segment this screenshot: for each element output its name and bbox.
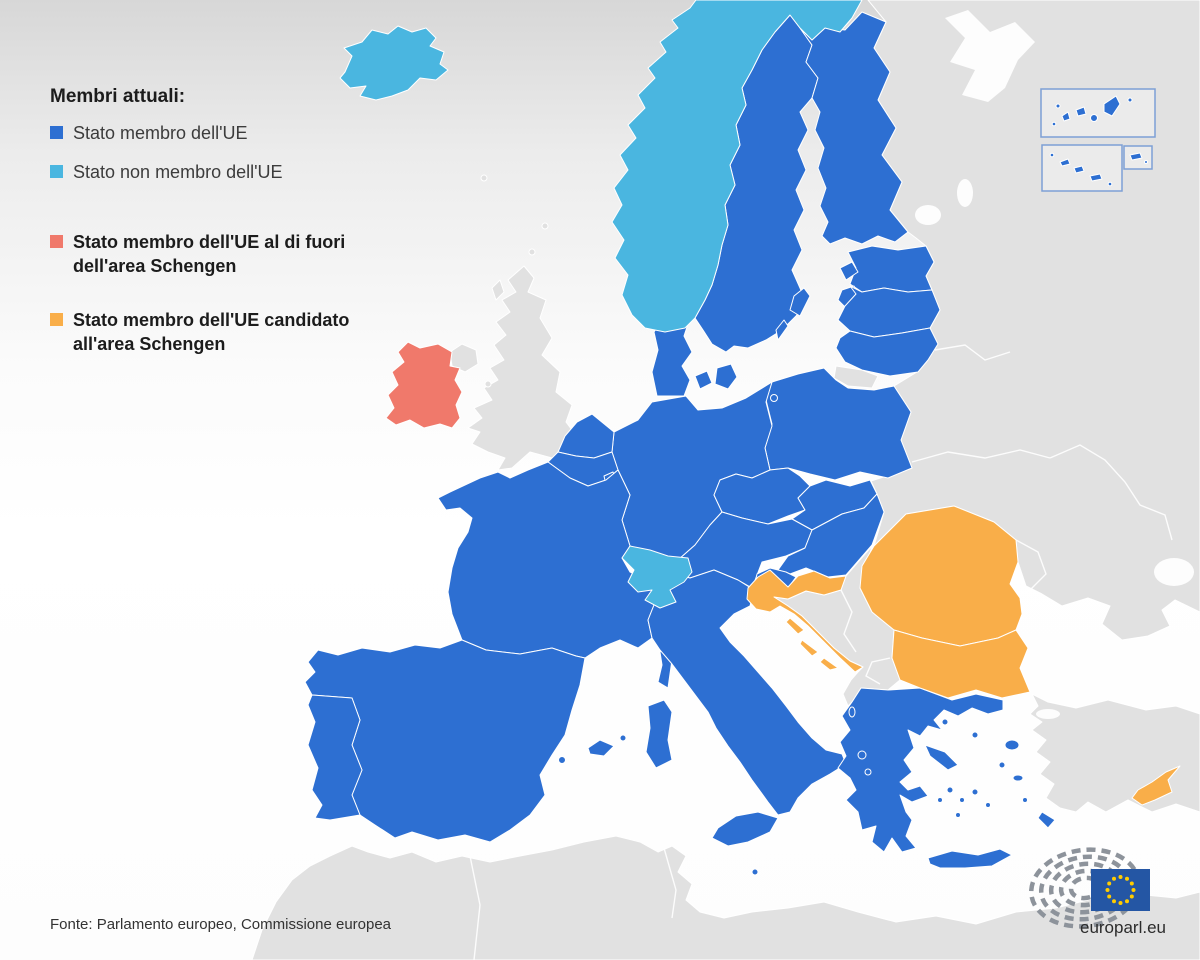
sea-of-marmara bbox=[1036, 709, 1060, 719]
legend-label-eu-member: Stato membro dell'UE bbox=[73, 123, 248, 143]
legend-label-eu-outside-schengen: Stato membro dell'UE al di fuori dell'ar… bbox=[73, 231, 346, 276]
island-kefalonia bbox=[857, 750, 867, 760]
island-zealand bbox=[714, 363, 738, 390]
legend-label-eu-candidate: Stato membro dell'UE candidato all'area … bbox=[73, 309, 350, 354]
island-cyclades-1 bbox=[946, 786, 954, 794]
country-italy bbox=[647, 569, 847, 816]
island-hebrides bbox=[491, 279, 505, 301]
swatch-eu-candidate bbox=[50, 312, 63, 326]
border-russia-ukraine bbox=[1049, 444, 1173, 541]
croatia-island-2 bbox=[799, 639, 819, 657]
swatch-eu-outside-schengen bbox=[50, 234, 63, 248]
island-bornholm bbox=[770, 394, 778, 402]
country-ireland bbox=[385, 341, 463, 429]
lake-ladoga bbox=[915, 205, 941, 225]
island-limnos bbox=[971, 731, 979, 739]
european-parliament-logo bbox=[1029, 847, 1150, 929]
country-hungary bbox=[777, 493, 885, 578]
island-cyclades-3 bbox=[937, 797, 943, 803]
legend-title: Membri attuali: bbox=[50, 86, 186, 107]
border-bosnia-serbia bbox=[840, 589, 857, 653]
island-cyclades-6 bbox=[955, 812, 961, 818]
island-shetland bbox=[541, 222, 549, 230]
island-mallorca bbox=[587, 739, 615, 757]
country-romania bbox=[859, 505, 1023, 647]
island-gotland bbox=[789, 287, 811, 317]
country-portugal bbox=[307, 694, 363, 821]
border-moldova bbox=[1015, 539, 1047, 593]
island-saaremaa bbox=[839, 261, 859, 281]
country-lithuania bbox=[835, 327, 939, 377]
croatia-island-1 bbox=[785, 617, 805, 635]
border-russia-belarus bbox=[934, 344, 1011, 361]
island-cyclades-5 bbox=[985, 802, 991, 808]
legend-label-non-eu: Stato non membro dell'UE bbox=[73, 161, 283, 182]
island-sicily bbox=[711, 811, 779, 847]
island-orkney bbox=[528, 248, 536, 256]
lake-onega bbox=[957, 179, 973, 207]
island-malta bbox=[751, 868, 759, 876]
inset-box-canary bbox=[1040, 88, 1156, 138]
source-note: Fonte: Parlamento europeo, Commissione e… bbox=[50, 916, 392, 933]
country-croatia bbox=[746, 569, 864, 673]
island-sardinia bbox=[645, 699, 673, 769]
inset-madeira bbox=[1123, 145, 1153, 170]
island-rhodes bbox=[1037, 811, 1056, 829]
country-united-kingdom bbox=[467, 265, 579, 471]
island-menorca bbox=[619, 734, 627, 742]
country-estonia bbox=[847, 245, 935, 293]
country-greece bbox=[837, 687, 1004, 853]
country-spain bbox=[304, 639, 586, 843]
island-faroe bbox=[480, 174, 488, 182]
country-finland bbox=[799, 11, 909, 245]
country-bulgaria bbox=[891, 629, 1031, 699]
island-dodecanese bbox=[1022, 797, 1028, 803]
legend-item-eu-member: Stato membro dell'UE bbox=[50, 122, 400, 146]
croatia-island-3 bbox=[819, 657, 839, 671]
island-cyclades-2 bbox=[959, 797, 965, 803]
eu-flag-stars bbox=[1105, 875, 1136, 905]
island-oland bbox=[775, 319, 789, 341]
island-lesbos bbox=[1004, 739, 1020, 751]
island-chios bbox=[998, 761, 1006, 769]
website-label: europarl.eu bbox=[1079, 918, 1166, 937]
white-sea bbox=[945, 10, 1035, 102]
country-norway bbox=[611, 0, 863, 333]
island-man bbox=[484, 380, 492, 388]
country-iceland bbox=[339, 25, 449, 101]
island-corfu bbox=[848, 706, 856, 718]
island-ibiza bbox=[558, 756, 566, 764]
border-algeria-tunisia bbox=[663, 847, 677, 919]
sea-of-azov bbox=[1154, 558, 1194, 586]
island-crete bbox=[927, 848, 1013, 869]
legend: Membri attuali: Stato membro dell'UE Sta… bbox=[50, 86, 400, 372]
island-samos bbox=[1012, 774, 1024, 782]
swatch-eu-member bbox=[50, 126, 63, 139]
island-thasos bbox=[941, 718, 949, 726]
region-north-africa bbox=[251, 835, 1200, 960]
legend-item-eu-outside-schengen: Stato membro dell'UE al di fuori dell'ar… bbox=[50, 231, 400, 279]
island-cyclades-4 bbox=[971, 788, 979, 796]
country-cyprus bbox=[1131, 765, 1181, 806]
border-morocco-algeria bbox=[469, 855, 481, 960]
border-belarus-ukraine bbox=[911, 449, 1051, 463]
inset-canary-islands bbox=[1040, 88, 1156, 138]
country-switzerland bbox=[621, 545, 693, 609]
border-kosovo-macedonia bbox=[865, 657, 891, 685]
island-zakynthos bbox=[864, 768, 872, 776]
legend-item-non-eu: Stato non membro dell'UE bbox=[50, 161, 400, 185]
island-euboea bbox=[924, 744, 959, 771]
island-funen bbox=[694, 370, 713, 390]
legend-item-eu-candidate: Stato membro dell'UE candidato all'area … bbox=[50, 309, 400, 357]
swatch-non-eu bbox=[50, 164, 63, 178]
inset-azores bbox=[1041, 144, 1123, 192]
